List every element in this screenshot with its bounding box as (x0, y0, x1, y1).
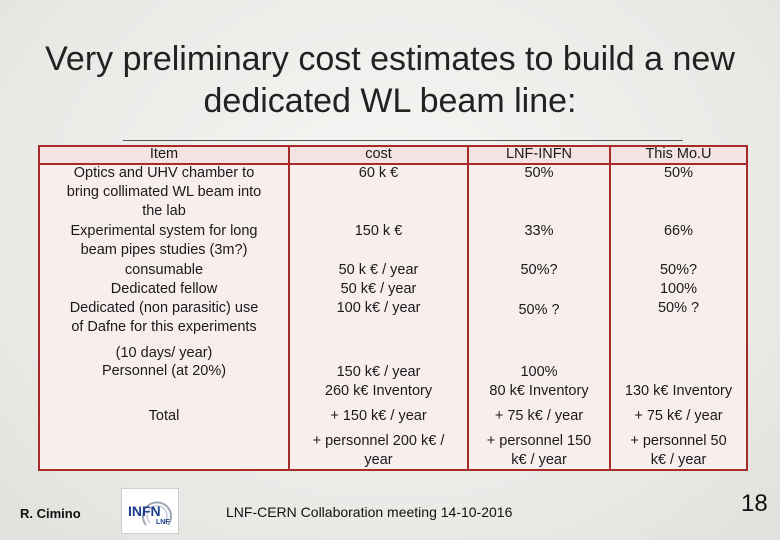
lnf-total-year: + 75 k€ / year (494, 408, 584, 424)
logo-text: INFN (128, 503, 161, 519)
cost-table (38, 145, 748, 471)
cost-optics: 60 k € (358, 165, 399, 181)
lnf-inventory: 80 k€ Inventory (489, 383, 589, 399)
body-cell-cost (290, 165, 467, 469)
item-dafne-line-3: (10 days/ year) (115, 345, 213, 361)
lnf-exp: 33% (524, 223, 554, 239)
lnf-total-personnel-line-1: + personnel 150 (486, 433, 592, 449)
mou-consumable: 50%? (659, 262, 698, 278)
mou-total-personnel-line-1: + personnel 50 (630, 433, 727, 449)
mou-fellow: 100% (659, 281, 698, 297)
cost-total-year: + 150 k€ / year (330, 408, 427, 424)
item-total: Total (148, 408, 180, 424)
header-cost: cost (365, 146, 392, 162)
item-exp-line-2: beam pipes studies (3m?) (80, 242, 248, 258)
item-personnel: Personnel (at 20%) (101, 363, 227, 379)
cost-total-personnel-line-2: year (364, 452, 393, 468)
cost-personnel: 150 k€ / year (336, 364, 421, 380)
item-fellow: Dedicated fellow (110, 281, 218, 297)
item-dafne-line-2: of Dafne for this experiments (71, 319, 257, 335)
mou-exp: 66% (663, 223, 694, 239)
cost-exp: 150 k € (354, 223, 403, 239)
item-consumable: consumable (124, 262, 204, 278)
page-number: 18 (741, 490, 768, 517)
header-item: Item (149, 146, 179, 162)
lnf-total-personnel-line-2: k€ / year (511, 452, 567, 468)
slide-title: Very preliminary cost estimates to build… (10, 38, 770, 122)
body-cell-lnf (469, 165, 609, 469)
cost-inventory: 260 k€ Inventory (324, 383, 433, 399)
cost-total-personnel-line-1: + personnel 200 k€ / (312, 433, 445, 449)
cost-dafne: 100 k€ / year (336, 300, 421, 316)
item-optics-line-3: the lab (142, 203, 186, 219)
logo-arc-icon (142, 501, 172, 526)
mou-optics: 50% (663, 165, 694, 181)
cost-consumable: 50 k € / year (338, 262, 419, 278)
header-mou: This Mo.U (645, 146, 712, 162)
item-optics-line-2: bring collimated WL beam into (66, 184, 262, 200)
logo-subtext: LNF (156, 519, 170, 526)
lnf-optics: 50% (524, 165, 554, 181)
title-line-2: dedicated WL beam line: (203, 82, 577, 120)
lnf-consumable: 50%? (520, 262, 558, 278)
lnf-dafne: 50% ? (518, 302, 560, 318)
meeting-caption: LNF-CERN Collaboration meeting 14-10-201… (226, 504, 513, 520)
item-optics-line-1: Optics and UHV chamber to (73, 165, 255, 181)
item-exp-line-1: Experimental system for long (70, 223, 258, 239)
item-dafne-line-1: Dedicated (non parasitic) use (69, 300, 259, 316)
body-cell-mou (611, 165, 746, 469)
mou-total-personnel-line-2: k€ / year (650, 452, 707, 468)
lnf-personnel: 100% (520, 364, 558, 380)
header-cell-cost (290, 147, 467, 163)
mou-total-year: + 75 k€ / year (634, 408, 723, 424)
header-cell-mou (611, 147, 746, 163)
cost-fellow: 50 k€ / year (340, 281, 417, 297)
body-cell-item (40, 165, 288, 469)
header-cell-lnf (469, 147, 609, 163)
mou-dafne: 50% ? (657, 300, 700, 316)
author-name: R. Cimino (20, 506, 81, 521)
title-underline (123, 140, 683, 141)
mou-inventory: 130 k€ Inventory (624, 383, 733, 399)
header-cell-item (40, 147, 288, 163)
infn-lnf-logo: INFN LNF (121, 488, 179, 534)
header-lnf: LNF-INFN (505, 146, 573, 162)
title-line-1: Very preliminary cost estimates to build… (45, 40, 735, 78)
